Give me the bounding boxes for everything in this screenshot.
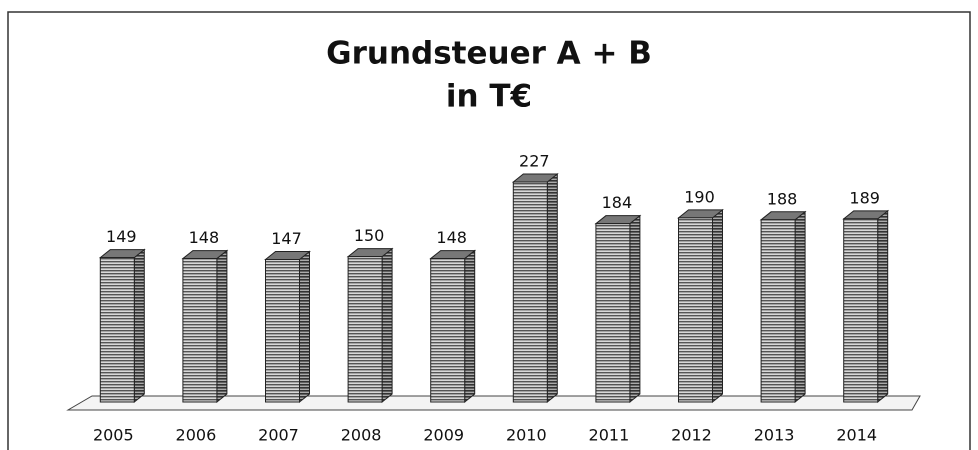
data-label: 150 — [354, 226, 385, 245]
data-label: 227 — [519, 152, 550, 171]
x-tick-label: 2009 — [423, 426, 464, 445]
bar-side — [299, 250, 310, 404]
data-label: 190 — [684, 187, 715, 206]
chart-subtitle: in T€ — [446, 79, 532, 115]
x-tick-label: 2011 — [589, 426, 630, 445]
bar-side — [794, 210, 806, 404]
data-label: 148 — [189, 228, 220, 247]
bar — [760, 219, 796, 403]
bar-side — [877, 209, 889, 404]
data-label: 184 — [602, 193, 633, 212]
bar-side — [546, 172, 558, 404]
x-tick-label: 2008 — [341, 426, 382, 445]
data-label: 147 — [271, 229, 302, 248]
bar — [512, 181, 548, 403]
bar — [265, 259, 300, 403]
data-label: 149 — [106, 227, 137, 246]
bar-side — [464, 249, 476, 404]
data-label: 148 — [436, 228, 467, 247]
x-tick-label: 2005 — [93, 426, 134, 445]
bar-side — [381, 247, 393, 404]
bar-side — [712, 208, 723, 404]
data-label: 188 — [767, 189, 798, 208]
bar — [347, 256, 383, 403]
x-tick-label: 2007 — [258, 426, 299, 445]
bar-side — [629, 214, 641, 404]
bar — [595, 223, 631, 403]
x-tick-label: 2013 — [754, 426, 795, 445]
x-tick-label: 2012 — [671, 426, 712, 445]
x-tick-label: 2006 — [176, 426, 217, 445]
bar — [678, 217, 713, 403]
x-tick-label: 2010 — [506, 426, 547, 445]
frame — [7, 11, 971, 450]
bar — [182, 258, 218, 403]
bar — [99, 257, 135, 403]
x-tick-label: 2014 — [836, 426, 877, 445]
data-label: 189 — [849, 188, 880, 207]
chart-title: Grundsteuer A + B — [326, 36, 652, 72]
bar-side — [133, 248, 145, 404]
bar — [430, 258, 466, 403]
bar — [843, 218, 879, 403]
bar-side — [216, 249, 228, 404]
